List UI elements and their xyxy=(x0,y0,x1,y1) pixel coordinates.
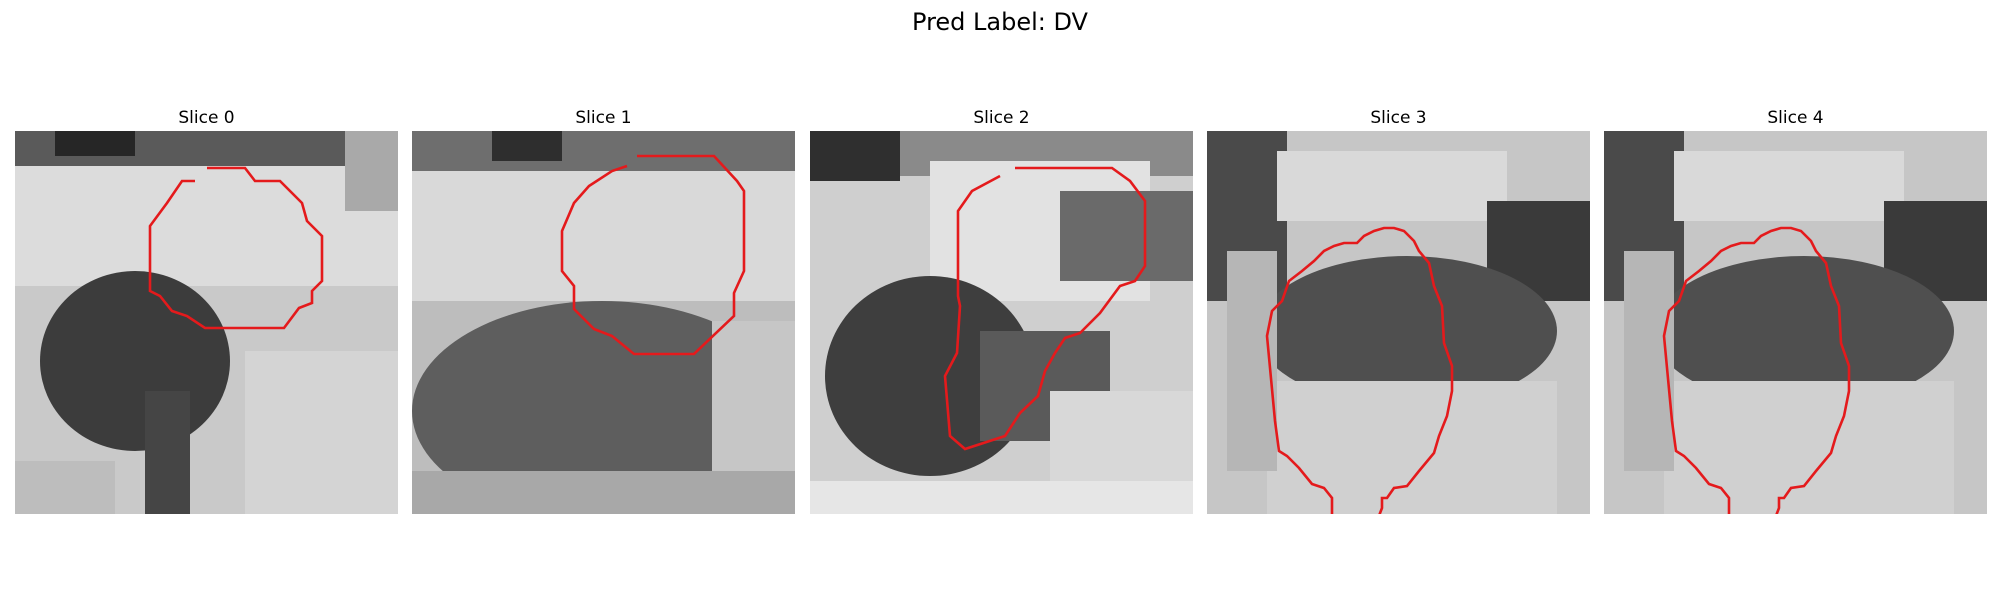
slice-title-3: Slice 3 xyxy=(1370,108,1427,128)
slice-panel-0: Slice 0 xyxy=(15,107,398,514)
figure-title: Pred Label: DV xyxy=(912,8,1088,36)
slice-title-2: Slice 2 xyxy=(973,108,1030,128)
slice-image-4 xyxy=(1604,131,1987,514)
slice-image-3 xyxy=(1207,131,1590,514)
slice-panel-4: Slice 4 xyxy=(1604,107,1987,514)
slice-panel-2: Slice 2 xyxy=(810,107,1193,514)
slice-panel-3: Slice 3 xyxy=(1207,107,1590,514)
slice-panel-1: Slice 1 xyxy=(412,107,795,514)
slice-image-2 xyxy=(810,131,1193,514)
slice-title-0: Slice 0 xyxy=(178,108,235,128)
slice-image-1 xyxy=(412,131,795,514)
slice-title-1: Slice 1 xyxy=(575,108,632,128)
slice-title-4: Slice 4 xyxy=(1767,108,1824,128)
slice-image-0 xyxy=(15,131,398,514)
